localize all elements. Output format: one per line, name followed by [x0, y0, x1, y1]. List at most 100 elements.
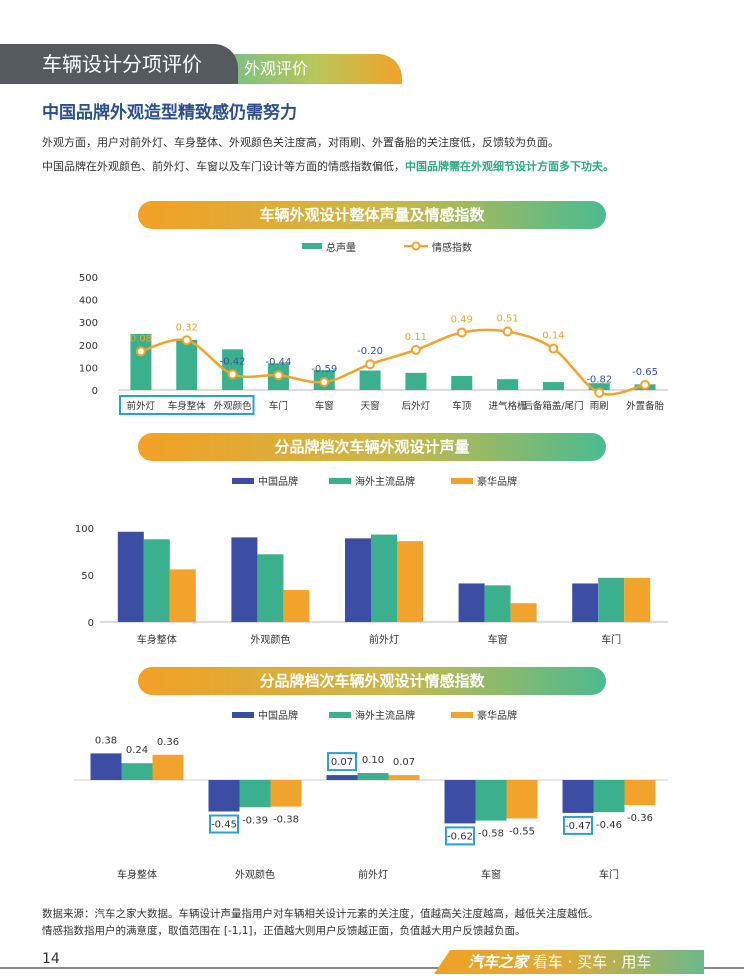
- sentiment-point: [273, 370, 284, 381]
- highlight-box: [209, 814, 239, 834]
- value-label: -0.46: [596, 820, 622, 831]
- y-tick-label: 400: [79, 296, 98, 307]
- brand-name: 汽车之家: [468, 953, 529, 971]
- value-label: -0.39: [242, 815, 268, 826]
- legend-label: 豪华品牌: [477, 709, 517, 722]
- y-tick-label: 0: [88, 618, 94, 629]
- bar-cn: [231, 537, 258, 622]
- sentiment-point: [594, 387, 605, 398]
- chart2-brand-volume: 中国品牌 海外主流品牌 豪华品牌 0 50 100 车身整体 外观颜色 前外灯 车窗 车门: [75, 475, 668, 646]
- x-tick-label: 外观颜色: [235, 868, 275, 881]
- bar-volume: [130, 333, 152, 390]
- x-tick-label: 车窗: [315, 400, 334, 412]
- x-tick-label: 车窗: [488, 633, 508, 646]
- bar-cn: [117, 531, 144, 622]
- sentiment-label: -0.82: [586, 375, 612, 386]
- sentiment-point: [135, 346, 146, 357]
- bar-volume: [359, 370, 381, 390]
- bar-intl: [371, 534, 397, 622]
- bar-cn: [345, 538, 371, 622]
- bar-cn: [458, 583, 485, 622]
- sentiment-point: [548, 343, 559, 354]
- x-tick-label: 外置备胎: [626, 400, 665, 412]
- bar-cn: [90, 753, 122, 780]
- bar-volume: [405, 372, 427, 390]
- x-tick-label: 车门: [269, 400, 288, 412]
- legend-swatch: [329, 478, 351, 484]
- sentiment-label: -0.59: [311, 364, 337, 375]
- legend-label-sentiment: 情感指数: [432, 241, 472, 254]
- sentiment-point: [181, 335, 192, 346]
- value-label: -0.38: [273, 815, 299, 826]
- bar-intl: [143, 539, 170, 622]
- bar-lux: [624, 780, 656, 806]
- value-label: -0.58: [478, 829, 504, 840]
- bar-lux: [624, 577, 651, 622]
- sentiment-point: [365, 359, 376, 370]
- paragraph-1: 外观方面，用户对前外灯、车身整体、外观颜色关注度高，对雨刷、外置备胎的关注度低，…: [42, 136, 559, 149]
- bar-intl: [121, 763, 153, 780]
- chart2-title: 分品牌档次车辆外观设计声量: [138, 433, 606, 461]
- subsection-tab: 外观评价: [210, 54, 402, 84]
- bar-lux: [283, 590, 310, 622]
- sentiment-label: 0.49: [451, 314, 473, 325]
- sentiment-label: 0.51: [496, 314, 518, 325]
- highlight-box: [327, 752, 357, 772]
- bar-cn: [572, 583, 599, 622]
- bar-intl: [239, 780, 271, 808]
- value-label: 0.24: [126, 745, 148, 756]
- y-tick-label: 100: [75, 524, 94, 535]
- sentiment-point: [456, 327, 467, 338]
- x-tick-label: 车窗: [481, 868, 501, 881]
- legend-swatch: [232, 712, 254, 718]
- legend-swatch: [451, 478, 473, 484]
- x-tick-label: 外观颜色: [214, 400, 253, 412]
- bar-cn: [326, 775, 358, 780]
- bar-volume: [451, 375, 473, 390]
- value-label: 0.07: [331, 757, 353, 768]
- bar-volume: [588, 383, 610, 390]
- x-tick-label: 前外灯: [369, 633, 399, 646]
- highlight-box: [445, 826, 475, 846]
- x-tick-label: 车顶: [452, 400, 472, 412]
- value-label: -0.45: [211, 820, 237, 831]
- y-tick-label: 300: [79, 318, 98, 329]
- sentiment-point: [319, 377, 330, 388]
- bar-lux: [506, 780, 538, 819]
- legend-swatch: [329, 712, 351, 718]
- sentiment-label: 0.32: [176, 322, 198, 333]
- bar-cn: [444, 780, 476, 824]
- brand-bar: 汽车之家 看车 · 买车 · 用车: [434, 950, 704, 974]
- footnote-source: 数据来源：汽车之家大数据。车辆设计声量指用户对车辆相关设计元素的关注度，值越高关…: [42, 908, 599, 920]
- legend-swatch: [232, 478, 254, 484]
- x-tick-label: 后外灯: [402, 400, 431, 412]
- y-tick-label: 200: [79, 341, 98, 352]
- sentiment-point: [640, 379, 651, 390]
- section-title: 车辆设计分项评价: [0, 44, 238, 84]
- sentiment-label: -0.20: [357, 346, 383, 357]
- bar-cn: [208, 780, 240, 812]
- sentiment-label: 0.14: [542, 331, 564, 342]
- y-tick-label: 50: [81, 571, 94, 582]
- legend-label: 豪华品牌: [477, 475, 517, 488]
- highlight-box: [119, 395, 255, 415]
- legend-swatch: [451, 712, 473, 718]
- sentiment-point: [227, 369, 238, 380]
- footer-divider: [0, 967, 744, 969]
- y-tick-label: 100: [79, 363, 98, 374]
- footnote-definition: 情感指数指用户的满意度，取值范围在 [-1,1]，正值越大则用户反馈越正面，负值…: [42, 925, 526, 937]
- bar-volume: [176, 339, 198, 390]
- x-tick-label: 车身整体: [117, 868, 157, 881]
- bar-intl: [484, 585, 511, 622]
- sentiment-point: [410, 344, 421, 355]
- headline: 中国品牌外观造型精致感仍需努力: [42, 103, 297, 123]
- bar-lux: [152, 754, 184, 780]
- x-tick-label: 车身整体: [137, 633, 177, 646]
- chart3-title: 分品牌档次车辆外观设计情感指数: [138, 667, 606, 695]
- bar-cn: [562, 780, 594, 813]
- sentiment-label: -0.42: [220, 356, 246, 367]
- value-label: -0.62: [447, 831, 473, 842]
- legend-label: 中国品牌: [258, 475, 298, 488]
- x-tick-label: 天窗: [361, 400, 380, 412]
- x-tick-label: 进气格栅: [489, 400, 528, 412]
